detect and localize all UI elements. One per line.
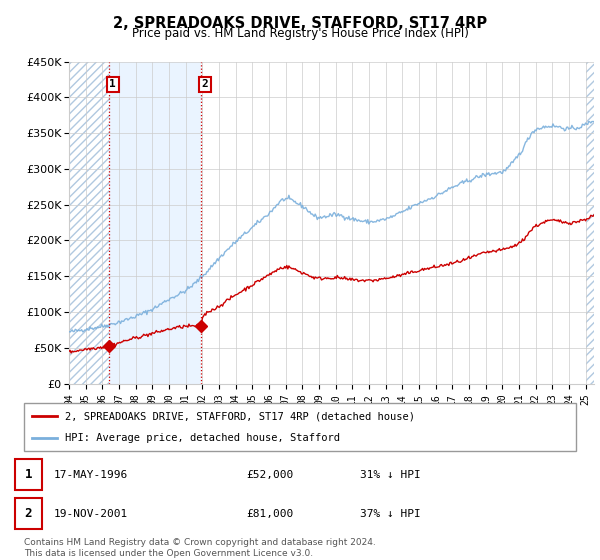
Text: 37% ↓ HPI: 37% ↓ HPI [360, 508, 421, 519]
Text: Price paid vs. HM Land Registry's House Price Index (HPI): Price paid vs. HM Land Registry's House … [131, 27, 469, 40]
Text: 2, SPREADOAKS DRIVE, STAFFORD, ST17 4RP: 2, SPREADOAKS DRIVE, STAFFORD, ST17 4RP [113, 16, 487, 31]
Bar [69, 62, 109, 384]
FancyBboxPatch shape [24, 403, 576, 451]
Text: 2, SPREADOAKS DRIVE, STAFFORD, ST17 4RP (detached house): 2, SPREADOAKS DRIVE, STAFFORD, ST17 4RP … [65, 411, 415, 421]
Text: 17-MAY-1996: 17-MAY-1996 [54, 469, 128, 479]
Text: Contains HM Land Registry data © Crown copyright and database right 2024.
This d: Contains HM Land Registry data © Crown c… [24, 538, 376, 558]
Text: 1: 1 [25, 468, 32, 481]
Text: 31% ↓ HPI: 31% ↓ HPI [360, 469, 421, 479]
Text: £52,000: £52,000 [246, 469, 293, 479]
Text: 2: 2 [25, 507, 32, 520]
Text: £81,000: £81,000 [246, 508, 293, 519]
Text: 19-NOV-2001: 19-NOV-2001 [54, 508, 128, 519]
Text: HPI: Average price, detached house, Stafford: HPI: Average price, detached house, Staf… [65, 433, 340, 443]
Text: 2: 2 [201, 80, 208, 90]
Text: 1: 1 [109, 80, 116, 90]
